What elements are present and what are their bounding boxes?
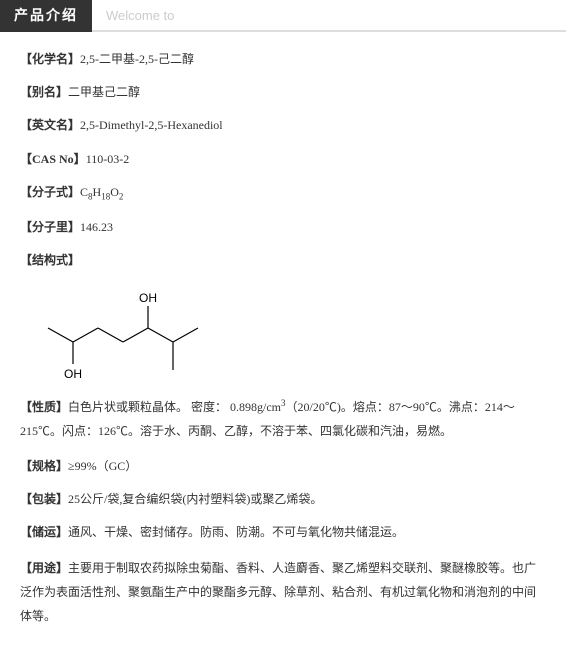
row-eng-name: 【英文名】2,5-Dimethyl-2,5-Hexanediol xyxy=(20,116,546,135)
label-mw: 【分子里】 xyxy=(20,220,80,234)
label-cas: 【CAS No】 xyxy=(20,152,86,166)
label-properties: 【性质】 xyxy=(20,400,68,414)
structure-diagram: OH OH xyxy=(38,284,546,388)
molecule-svg: OH OH xyxy=(38,284,218,384)
formula-h: H xyxy=(93,185,102,199)
value-chem-name: 2,5-二甲基-2,5-己二醇 xyxy=(80,52,194,66)
row-chem-name: 【化学名】2,5-二甲基-2,5-己二醇 xyxy=(20,50,546,69)
label-uses: 【用途】 xyxy=(20,561,68,575)
row-alias: 【别名】二甲基己二醇 xyxy=(20,83,546,102)
label-alias: 【别名】 xyxy=(20,85,68,99)
row-mw: 【分子里】146.23 xyxy=(20,218,546,237)
oh-label-2: OH xyxy=(139,291,157,305)
label-eng-name: 【英文名】 xyxy=(20,118,80,132)
value-storage: 通风、干燥、密封储存。防雨、防潮。不可与氧化物共储混运。 xyxy=(68,525,404,539)
oh-label-1: OH xyxy=(64,367,82,381)
value-eng-name: 2,5-Dimethyl-2,5-Hexanediol xyxy=(80,118,223,132)
label-chem-name: 【化学名】 xyxy=(20,52,80,66)
label-package: 【包装】 xyxy=(20,492,68,506)
header-title: 产品介绍 xyxy=(0,0,92,32)
row-spec: 【规格】≥99%（GC） xyxy=(20,457,546,476)
formula-o: O xyxy=(110,185,119,199)
label-structure: 【结构式】 xyxy=(20,253,80,267)
formula-o-sub: 2 xyxy=(119,191,124,201)
value-properties-a: 白色片状或颗粒晶体。 密度： 0.898g/cm xyxy=(68,400,281,414)
value-uses: 主要用于制取农药拟除虫菊酯、香料、人造麝香、聚乙烯塑料交联剂、聚醚橡胶等。也广泛… xyxy=(20,561,536,623)
row-package: 【包装】25公斤/袋,复合编织袋(内衬塑料袋)或聚乙烯袋。 xyxy=(20,490,546,509)
row-storage: 【储运】通风、干燥、密封储存。防雨、防潮。不可与氧化物共储混运。 xyxy=(20,523,546,542)
value-package: 25公斤/袋,复合编织袋(内衬塑料袋)或聚乙烯袋。 xyxy=(68,492,322,506)
value-cas: 110-03-2 xyxy=(86,152,130,166)
value-alias: 二甲基己二醇 xyxy=(68,85,140,99)
row-structure-label: 【结构式】 xyxy=(20,251,546,270)
header-bar: 产品介绍 Welcome to xyxy=(0,0,566,32)
value-spec: ≥99%（GC） xyxy=(68,459,137,473)
row-formula: 【分子式】C8H18O2 xyxy=(20,183,546,204)
label-storage: 【储运】 xyxy=(20,525,68,539)
row-properties: 【性质】白色片状或颗粒晶体。 密度： 0.898g/cm3（20/20℃)。熔点… xyxy=(20,394,546,443)
formula-c: C xyxy=(80,185,88,199)
label-formula: 【分子式】 xyxy=(20,185,80,199)
row-cas: 【CAS No】110-03-2 xyxy=(20,150,546,169)
value-mw: 146.23 xyxy=(80,220,113,234)
content: 【化学名】2,5-二甲基-2,5-己二醇 【别名】二甲基己二醇 【英文名】2,5… xyxy=(0,32,566,652)
formula-h-sub: 18 xyxy=(101,191,110,201)
row-uses: 【用途】主要用于制取农药拟除虫菊酯、香料、人造麝香、聚乙烯塑料交联剂、聚醚橡胶等… xyxy=(20,556,546,628)
welcome-text: Welcome to xyxy=(106,8,174,23)
label-spec: 【规格】 xyxy=(20,459,68,473)
